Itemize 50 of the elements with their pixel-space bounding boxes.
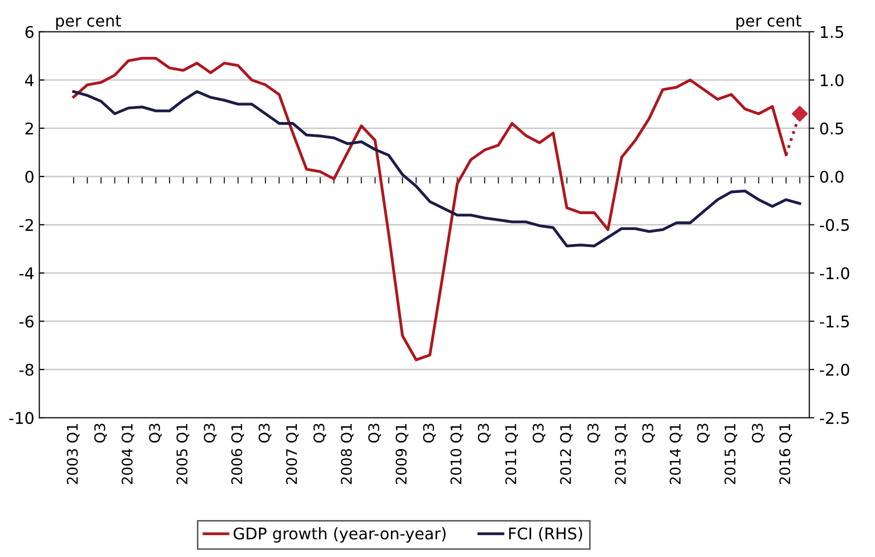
y2-tick-label: 0.5	[820, 122, 844, 135]
y-tick-label: -8	[19, 364, 34, 376]
x-tick-label: Q3	[204, 424, 217, 443]
x-tick-label: 2008 Q1	[340, 424, 354, 484]
y-tick-label: -6	[19, 315, 34, 328]
x-tick-label: Q3	[642, 424, 655, 443]
x-tick-label: Q3	[423, 424, 436, 443]
y-tick-label: -2	[19, 218, 33, 231]
y-tick-label: 0	[25, 170, 34, 183]
y-tick-label: 2	[26, 122, 33, 134]
legend-label: GDP growth (year-on-year)	[234, 527, 446, 543]
x-tick-label: 2013 Q1	[614, 424, 628, 484]
x-tick-label: Q3	[532, 424, 546, 443]
x-tick-label: 2005 Q1	[176, 424, 190, 484]
x-tick-label: Q3	[478, 424, 491, 443]
x-tick-label: 2014 Q1	[670, 424, 682, 484]
y2-tick-label: 0.0	[820, 170, 844, 183]
y2-tick-label: -2.5	[820, 412, 849, 424]
line-series	[72, 90, 802, 248]
legend-label: FCI (RHS)	[509, 527, 582, 542]
x-tick-label: 2015 Q1	[724, 424, 738, 484]
x-tick-label: 2012 Q1	[560, 424, 573, 484]
x-tick-label: 2009 Q1	[396, 424, 408, 484]
y2-axis-title: per cent	[736, 15, 802, 30]
x-tick-label: Q3	[94, 424, 107, 443]
x-tick-label: 2010 Q1	[450, 424, 464, 484]
y2-tick-label: -2.0	[820, 364, 850, 376]
y-tick-label: -4	[19, 267, 34, 280]
x-tick-label: 2004 Q1	[122, 424, 134, 484]
x-tick-label: Q3	[587, 424, 600, 443]
x-tick-label: 2007 Q1	[286, 424, 299, 484]
y2-tick-label: 1.0	[820, 74, 844, 86]
y2-tick-label: -1.0	[820, 267, 850, 280]
y-tick-label: 4	[25, 74, 34, 86]
x-tick-label: Q3	[258, 424, 272, 443]
y2-tick-label: -1.5	[820, 316, 849, 328]
x-tick-label: 2003 Q1	[66, 424, 80, 484]
x-tick-label: 2011 Q1	[505, 424, 518, 484]
y-tick-label: 6	[25, 26, 34, 38]
y-tick-label: -10	[9, 412, 34, 424]
x-tick-label: 2016 Q1	[779, 424, 792, 484]
x-tick-label: Q3	[752, 424, 765, 443]
y-axis-title: per cent	[56, 15, 121, 30]
y2-tick-label: 1.5	[820, 26, 844, 38]
x-tick-label: Q3	[697, 424, 710, 443]
y2-tick-label: -0.5	[820, 218, 849, 232]
x-tick-label: Q3	[368, 424, 381, 443]
x-tick-label: 2006 Q1	[231, 424, 244, 484]
x-tick-label: Q3	[313, 424, 326, 443]
x-tick-label: Q3	[149, 424, 162, 443]
